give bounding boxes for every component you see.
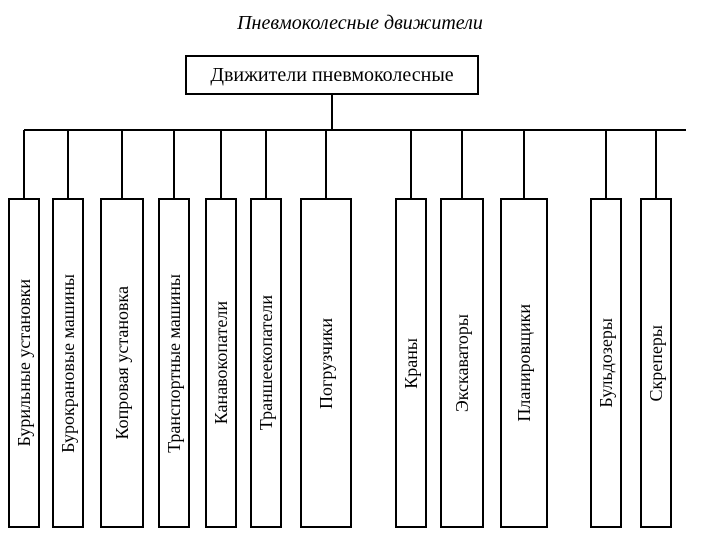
child-node: Бульдозеры (590, 198, 622, 528)
child-label: Бурокрановые машины (58, 274, 79, 453)
child-label: Бульдозеры (596, 318, 617, 408)
child-node: Погрузчики (300, 198, 352, 528)
child-label: Траншеекопатели (256, 295, 277, 430)
root-node: Движители пневмоколесные (185, 55, 479, 95)
child-label: Планировщики (514, 304, 535, 422)
child-label: Канавокопатели (211, 301, 232, 424)
child-node: Краны (395, 198, 427, 528)
child-node: Копровая установка (100, 198, 144, 528)
child-node: Канавокопатели (205, 198, 237, 528)
child-node: Экскаваторы (440, 198, 484, 528)
child-label: Бурильные установки (14, 279, 35, 447)
child-label: Экскаваторы (452, 314, 473, 412)
child-label: Краны (401, 338, 422, 389)
children-container: Бурильные установки Бурокрановые машины Ко… (0, 198, 720, 538)
child-label: Погрузчики (316, 318, 337, 409)
child-node: Траншеекопатели (250, 198, 282, 528)
child-node: Планировщики (500, 198, 548, 528)
child-node: Бурильные установки (8, 198, 40, 528)
child-label: Транспортные машины (164, 274, 185, 453)
diagram-title: Пневмоколесные движители (0, 0, 720, 45)
root-label: Движители пневмоколесные (210, 64, 453, 87)
child-label: Копровая установка (112, 286, 133, 439)
child-label: Скреперы (646, 325, 667, 401)
child-node: Транспортные машины (158, 198, 190, 528)
child-node: Бурокрановые машины (52, 198, 84, 528)
child-node: Скреперы (640, 198, 672, 528)
